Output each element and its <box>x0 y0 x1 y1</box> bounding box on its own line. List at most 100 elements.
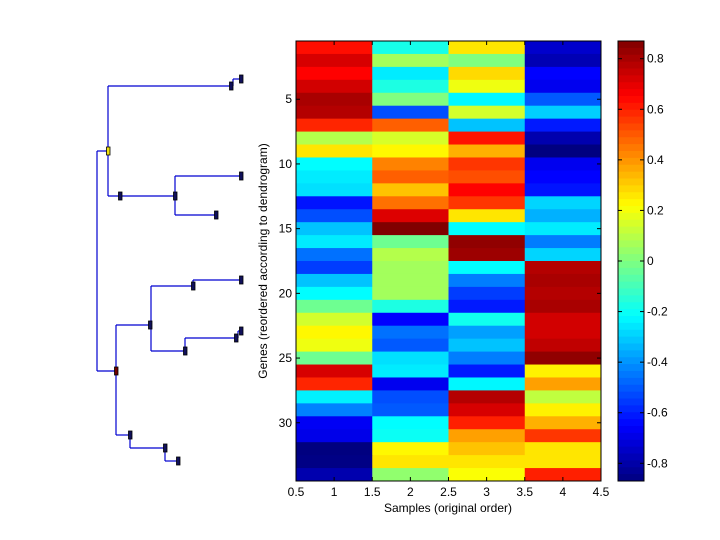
dendrogram-node-marker <box>239 171 244 181</box>
heatmap-cell <box>296 222 373 236</box>
heatmap-cell <box>372 41 449 55</box>
colorbar-swatch <box>618 281 644 289</box>
colorbar-swatch <box>618 426 644 434</box>
colorbar-tick-label: 0.8 <box>647 52 664 66</box>
colorbar-swatch <box>618 364 644 372</box>
heatmap-cell <box>524 351 602 366</box>
dendrogram-node-marker <box>118 191 123 201</box>
heatmap-cell <box>296 196 373 210</box>
colorbar-swatch <box>618 295 644 303</box>
heatmap-cell <box>372 53 449 68</box>
colorbar-swatch <box>618 206 644 214</box>
heatmap-cell <box>448 235 526 249</box>
dendrogram <box>96 74 244 466</box>
heatmap-cell <box>524 209 602 223</box>
heatmap-cell <box>372 209 449 223</box>
colorbar-swatch <box>618 247 644 255</box>
heatmap-cell <box>448 222 526 236</box>
colorbar-swatch <box>618 178 644 186</box>
heatmap-cell <box>372 131 449 146</box>
x-tick-label: 3.5 <box>516 485 533 499</box>
y-tick-label: 5 <box>285 92 292 106</box>
colorbar-swatch <box>618 446 644 454</box>
heatmap-cell <box>524 390 602 404</box>
colorbar-swatch <box>618 460 644 468</box>
dendrogram-node-marker <box>183 346 188 356</box>
heatmap-cell <box>448 299 526 314</box>
heatmap-cell <box>448 377 526 391</box>
dendrogram-node-marker <box>239 326 244 336</box>
dendrogram-node-marker <box>176 456 181 466</box>
heatmap-cell <box>448 118 526 133</box>
heatmap-cell <box>448 286 526 301</box>
heatmap-cell <box>524 364 602 378</box>
heatmap-cell <box>524 157 602 171</box>
heatmap-cell <box>448 468 526 482</box>
heatmap-cell <box>372 468 449 482</box>
heatmap-cell <box>372 183 449 197</box>
colorbar-swatch <box>618 336 644 344</box>
colorbar-tick-label: -0.4 <box>647 355 668 369</box>
heatmap-cell <box>524 118 602 133</box>
colorbar-swatch <box>618 212 644 221</box>
colorbar-swatch <box>618 82 644 90</box>
heatmap-cell <box>448 273 526 288</box>
colorbar-swatch <box>618 75 644 83</box>
heatmap-cell <box>296 92 373 107</box>
heatmap-cell <box>524 312 602 327</box>
colorbar-swatch <box>618 343 644 351</box>
heatmap-cell <box>448 442 526 456</box>
x-tick-label: 0.5 <box>288 485 305 499</box>
dendrogram-node-marker <box>234 333 239 343</box>
heatmap-cell <box>448 261 526 275</box>
heatmap-cell <box>296 416 373 430</box>
heatmap-cell <box>372 286 449 301</box>
heatmap-cell <box>372 299 449 314</box>
colorbar-tick-label: -0.2 <box>647 305 668 319</box>
colorbar-swatch <box>618 96 644 104</box>
colorbar-swatch <box>618 47 644 56</box>
heatmap-cell <box>296 235 373 249</box>
colorbar-swatch <box>618 164 644 173</box>
heatmap-cell <box>524 41 602 55</box>
colorbar-tick-label: 0.4 <box>647 153 664 167</box>
heatmap-cell <box>372 196 449 210</box>
y-tick-label: 10 <box>279 157 293 171</box>
heatmap-cell <box>448 92 526 107</box>
heatmap-cell <box>296 429 373 443</box>
heatmap-cell <box>296 325 373 340</box>
dendrogram-node-marker <box>106 146 111 156</box>
heatmap-cell <box>448 403 526 417</box>
heatmap-cell <box>524 144 602 158</box>
dendrogram-node-marker <box>114 366 119 376</box>
colorbar-swatch <box>618 233 644 241</box>
heatmap-cell <box>372 325 449 340</box>
heatmap-cell <box>524 79 602 94</box>
dendrogram-node-marker <box>191 281 196 291</box>
heatmap-cell <box>372 429 449 443</box>
heatmap-cell <box>372 105 449 120</box>
colorbar-swatch <box>618 377 644 386</box>
heatmap-cell <box>372 261 449 275</box>
dendrogram-node-marker <box>239 74 244 84</box>
colorbar-swatch <box>618 453 644 461</box>
heatmap-cell <box>524 66 602 81</box>
heatmap-cell <box>524 170 602 184</box>
colorbar-swatch <box>618 192 644 200</box>
colorbar-tick-label: 0 <box>647 254 654 268</box>
colorbar-swatch <box>618 439 644 448</box>
heatmap-cell <box>372 79 449 94</box>
heatmap-cell <box>372 377 449 391</box>
heatmap-cell <box>448 79 526 94</box>
heatmap-cell <box>296 41 373 55</box>
heatmap-cell <box>296 390 373 404</box>
heatmap-cell <box>448 144 526 158</box>
heatmap-cell <box>296 105 373 120</box>
x-tick-label: 1 <box>331 485 338 499</box>
heatmap-cell <box>372 442 449 456</box>
x-tick-label: 2.5 <box>440 485 457 499</box>
heatmap-cell <box>524 261 602 275</box>
dendrogram-node-marker <box>173 191 178 201</box>
heatmap-cell <box>372 390 449 404</box>
heatmap-cell <box>524 273 602 288</box>
